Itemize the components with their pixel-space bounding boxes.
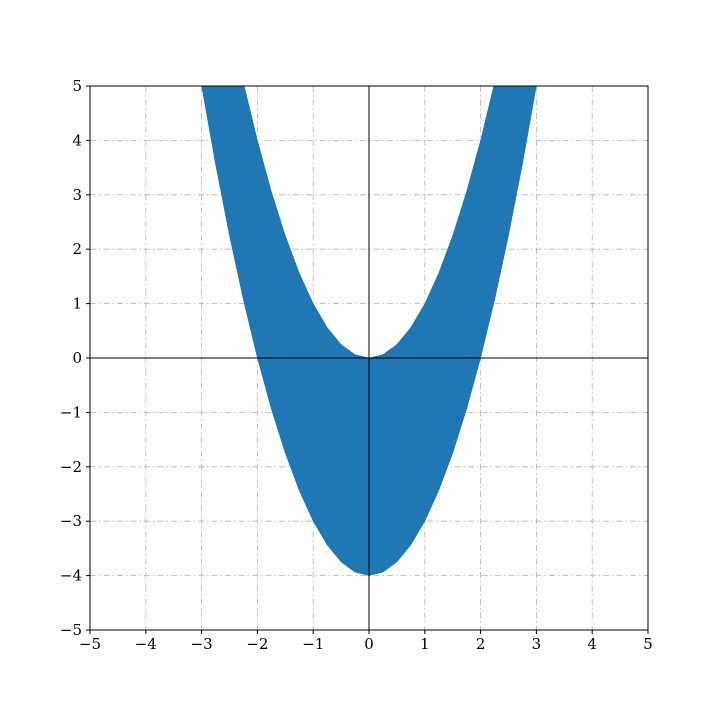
filled-band bbox=[201, 86, 537, 576]
y-tick-label: −3 bbox=[60, 512, 82, 530]
y-tick-label: 4 bbox=[72, 131, 82, 149]
origin-axes bbox=[90, 86, 648, 630]
y-tick-label: 1 bbox=[72, 295, 82, 313]
x-tick-label: −3 bbox=[191, 635, 213, 653]
x-tick-label: 2 bbox=[476, 635, 486, 653]
y-tick-label: −2 bbox=[60, 458, 82, 476]
y-tick-label: 5 bbox=[72, 77, 82, 95]
ticks: −5 −4 −3 −2 −1 0 1 2 3 4 5 −5 −4 −3 −2 −1 0 1 2 3 4 5 bbox=[60, 77, 653, 653]
x-tick-label: 1 bbox=[420, 635, 430, 653]
x-tick-label: 5 bbox=[643, 635, 653, 653]
y-tick-label: 3 bbox=[72, 186, 82, 204]
y-tick-label: −1 bbox=[60, 403, 82, 421]
y-tick-label: −4 bbox=[60, 567, 82, 585]
plot-area bbox=[201, 86, 537, 576]
x-tick-label: 4 bbox=[587, 635, 597, 653]
x-tick-label: −4 bbox=[135, 635, 157, 653]
x-tick-label: −5 bbox=[79, 635, 101, 653]
y-tick-label: 2 bbox=[72, 240, 82, 258]
y-tick-label: 0 bbox=[72, 349, 82, 367]
x-tick-label: −1 bbox=[302, 635, 324, 653]
x-tick-label: 0 bbox=[364, 635, 374, 653]
x-tick-label: 3 bbox=[532, 635, 542, 653]
x-tick-label: −2 bbox=[246, 635, 268, 653]
y-tick-label: −5 bbox=[60, 621, 82, 639]
